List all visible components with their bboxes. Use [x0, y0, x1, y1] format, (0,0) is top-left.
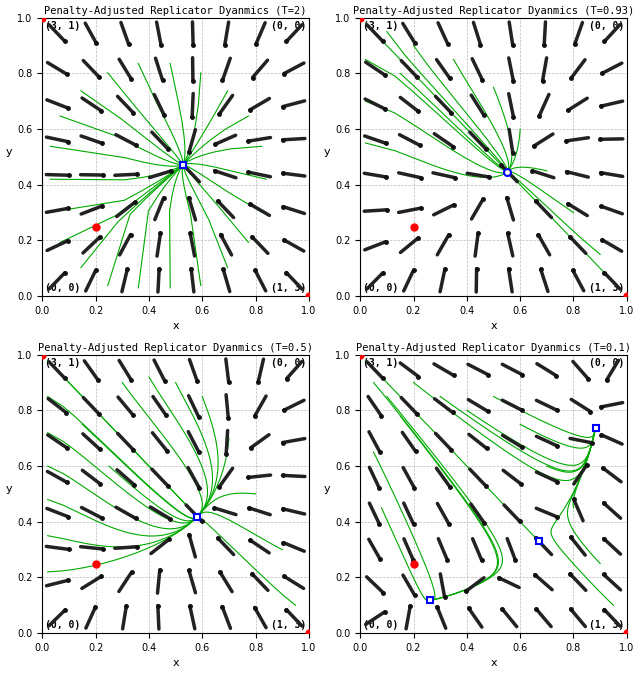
- Title: Penalty-Adjusted Replicator Dyanmics (T=2): Penalty-Adjusted Replicator Dyanmics (T=…: [44, 5, 307, 16]
- Text: (3, 1): (3, 1): [363, 357, 398, 367]
- X-axis label: x: x: [172, 658, 179, 669]
- Y-axis label: y: y: [323, 484, 330, 494]
- Text: (0, 0): (0, 0): [363, 283, 398, 293]
- Text: (0, 0): (0, 0): [45, 620, 80, 630]
- Text: (3, 1): (3, 1): [45, 357, 80, 367]
- X-axis label: x: x: [490, 658, 497, 669]
- Text: (1, 3): (1, 3): [589, 620, 624, 630]
- Text: (3, 1): (3, 1): [45, 20, 80, 30]
- Text: (1, 3): (1, 3): [271, 620, 306, 630]
- Text: (0, 0): (0, 0): [589, 357, 624, 367]
- X-axis label: x: x: [490, 321, 497, 332]
- Text: (1, 3): (1, 3): [589, 283, 624, 293]
- Y-axis label: y: y: [6, 484, 12, 494]
- Text: (0, 0): (0, 0): [589, 20, 624, 30]
- Text: (1, 3): (1, 3): [271, 283, 306, 293]
- Y-axis label: y: y: [323, 147, 330, 157]
- Title: Penalty-Adjusted Replicator Dyanmics (T=0.1): Penalty-Adjusted Replicator Dyanmics (T=…: [356, 342, 631, 353]
- Text: (0, 0): (0, 0): [271, 20, 306, 30]
- Text: (3, 1): (3, 1): [363, 20, 398, 30]
- X-axis label: x: x: [172, 321, 179, 332]
- Title: Penalty-Adjusted Replicator Dyanmics (T=0.5): Penalty-Adjusted Replicator Dyanmics (T=…: [38, 342, 313, 353]
- Text: (0, 0): (0, 0): [45, 283, 80, 293]
- Title: Penalty-Adjusted Replicator Dyanmics (T=0.93): Penalty-Adjusted Replicator Dyanmics (T=…: [353, 5, 634, 16]
- Text: (0, 0): (0, 0): [363, 620, 398, 630]
- Text: (0, 0): (0, 0): [271, 357, 306, 367]
- Y-axis label: y: y: [6, 147, 12, 157]
